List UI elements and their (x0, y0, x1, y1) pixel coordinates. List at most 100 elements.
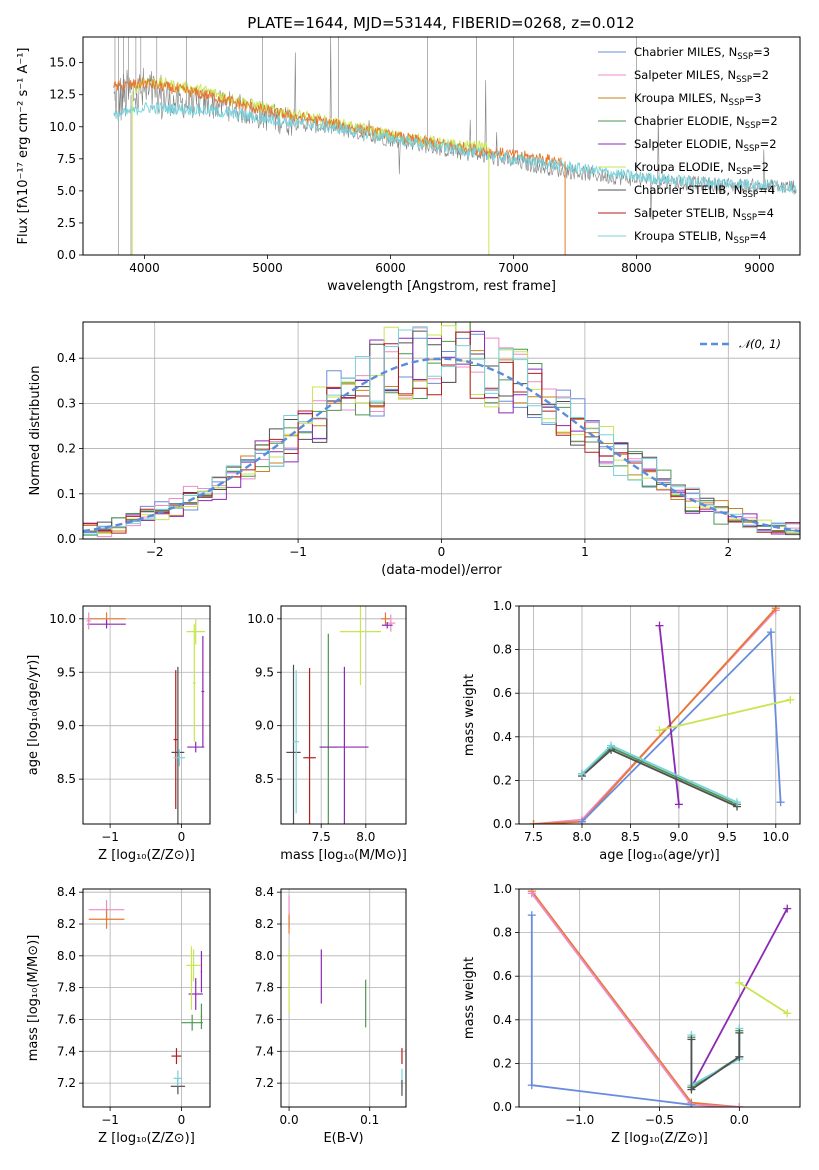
legend-entry: 𝒩(0, 1) (739, 337, 781, 351)
legend-entry: Chabrier MILES, NSSP=3 (634, 45, 770, 62)
y-tick-label: 0.4 (493, 730, 512, 744)
x-axis-label: mass [log₁₀(M/M⊙)] (280, 848, 407, 863)
legend-main: Salpeter ELODIE, N (634, 137, 744, 151)
axes-frame (518, 605, 801, 825)
axes-frame (82, 36, 801, 256)
legend-sub: SSP (729, 98, 745, 108)
y-tick-label: 1.0 (493, 882, 512, 896)
y-axis-label: Normed distribution (28, 366, 43, 496)
y-tick-label: 8.2 (255, 917, 274, 931)
x-tick-label: 0.0 (280, 1113, 299, 1127)
plot-area (88, 900, 203, 1095)
x-tick-label: 0 (438, 545, 446, 559)
legend-main: Chabrier STELIB, N (634, 183, 742, 197)
legend-end: =2 (752, 160, 769, 174)
legend-end: =2 (761, 114, 778, 128)
y-tick-label: 0.0 (57, 532, 76, 546)
legend-sub: SSP (736, 75, 752, 85)
y-tick-label: 15.0 (49, 56, 76, 70)
y-tick-label: 0.8 (493, 926, 512, 940)
legend-entry: Chabrier STELIB, NSSP=4 (634, 183, 775, 200)
legend-sub: SSP (737, 52, 753, 62)
y-tick-label: 0.6 (493, 969, 512, 983)
age-mass-panel: 7.5 8.0 8.5 9.0 9.5 10.0 mass [log₁₀(M/M⊙)] (247, 605, 407, 863)
y-axis-label: mass weight (462, 674, 477, 756)
y-tick-label: 0.2 (493, 773, 512, 787)
x-axis-label: Z [log₁₀(Z/Z⊙)] (98, 848, 195, 863)
y-tick-label: 0.1 (57, 487, 76, 501)
legend-entry: Salpeter MILES, NSSP=2 (634, 68, 769, 85)
gauss-curve (83, 357, 800, 533)
y-tick-label: 7.8 (57, 981, 76, 995)
axes-frame (82, 605, 211, 825)
y-tick-label: 9.5 (255, 665, 274, 679)
y-tick-label: 8.0 (255, 949, 274, 963)
mass-ebv-panel: 0.0 0.1 7.2 7.4 7.6 7.8 8.0 8.2 8.4 E(B-V) (255, 885, 407, 1146)
legend-sub: SSP (736, 167, 752, 177)
x-tick-label: 8000 (621, 261, 652, 275)
x-tick-label: 9000 (744, 261, 775, 275)
y-tick-label: 0.4 (493, 1013, 512, 1027)
histogram-line (83, 326, 800, 539)
y-axis-label: mass [log₁₀(M/M⊙)] (26, 935, 41, 1062)
y-tick-label: 8.0 (57, 949, 76, 963)
legend-end: =4 (758, 183, 775, 197)
y-tick-label: 0.0 (493, 817, 512, 831)
y-axis-label: Flux [fλ10⁻¹⁷ erg cm⁻² s⁻¹ A⁻¹] (16, 48, 31, 245)
legend-main: Chabrier MILES, N (634, 45, 737, 59)
y-tick-label: 10.0 (49, 120, 76, 134)
legend-sub: SSP (745, 121, 761, 131)
axes-frame (82, 321, 801, 540)
legend-end: =3 (753, 45, 770, 59)
axes-frame (280, 888, 407, 1108)
weight-line (659, 698, 791, 732)
y-axis-label: mass weight (462, 957, 477, 1039)
x-tick-label: 10.0 (762, 830, 789, 844)
legend-sub: SSP (741, 213, 757, 223)
x-tick-label: 8.5 (621, 830, 640, 844)
x-tick-label: 5000 (252, 261, 283, 275)
legend-sub: SSP (734, 236, 750, 246)
x-axis-label: E(B-V) (323, 1131, 363, 1146)
x-axis-label: wavelength [Angstrom, rest frame] (327, 279, 556, 294)
y-tick-label: 2.5 (57, 216, 76, 230)
x-tick-label: −1 (101, 830, 119, 844)
plot-area (288, 895, 403, 1096)
x-tick-label: −1 (101, 1113, 119, 1127)
weight-age-panel: 7.5 8.0 8.5 9.0 9.5 10.0 0.0 0.2 0.4 0.6 0.8 1.0 age… (462, 599, 801, 863)
plot-area (527, 889, 792, 1107)
y-tick-label: 5.0 (57, 184, 76, 198)
legend-entry: Salpeter STELIB, NSSP=4 (634, 206, 774, 223)
y-tick-label: 9.5 (57, 665, 76, 679)
x-axis-label: Z [log₁₀(Z/Z⊙)] (611, 1131, 708, 1146)
x-tick-label: −0.5 (645, 1113, 674, 1127)
legend-entry: Kroupa ELODIE, NSSP=2 (634, 160, 769, 177)
residuals-panel: −2 −1 0 1 2 0.0 0.1 0.2 0.3 0.4 (data-model)/error… (28, 321, 801, 578)
plot-area (286, 606, 396, 824)
y-tick-label: 7.6 (57, 1012, 76, 1026)
x-tick-label: −1.0 (565, 1113, 594, 1127)
weight-line (690, 1032, 741, 1092)
x-tick-label: 4000 (129, 261, 160, 275)
y-tick-label: 8.5 (57, 772, 76, 786)
plot-area (83, 322, 800, 539)
legend-main: Kroupa MILES, N (634, 91, 729, 105)
x-tick-label: 7.5 (524, 830, 543, 844)
x-tick-label: 9.0 (669, 830, 688, 844)
y-tick-label: 7.6 (255, 1012, 274, 1026)
y-tick-label: 9.0 (57, 719, 76, 733)
x-tick-label: 7000 (498, 261, 529, 275)
y-tick-label: 7.8 (255, 981, 274, 995)
weight-z-panel: −1.0 −0.5 0.0 0.0 0.2 0.4 0.6 0.8 1.0 Z [log₁₀(Z/… (462, 882, 801, 1146)
weight-line (690, 908, 788, 1088)
legend-end: =4 (757, 206, 774, 220)
y-tick-label: 0.3 (57, 396, 76, 410)
axes-frame (280, 605, 407, 825)
y-tick-label: 10.0 (49, 612, 76, 626)
y-tick-label: 0.8 (493, 643, 512, 657)
y-tick-label: 0.0 (57, 248, 76, 262)
x-tick-label: 7.5 (312, 830, 331, 844)
legend-entry: Chabrier ELODIE, NSSP=2 (634, 114, 778, 131)
x-tick-label: 6000 (375, 261, 406, 275)
